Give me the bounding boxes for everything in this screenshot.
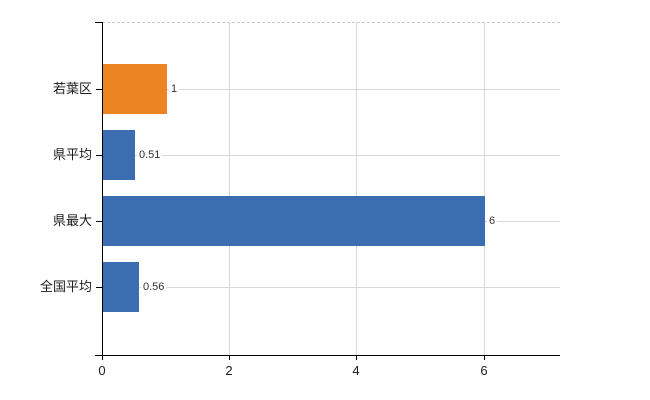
vertical-gridline bbox=[229, 22, 230, 355]
category-label: 全国平均 bbox=[39, 279, 92, 294]
row-gridline bbox=[103, 287, 560, 288]
vertical-gridline bbox=[484, 22, 485, 355]
x-tick-label: 0 bbox=[98, 363, 106, 378]
category-tick bbox=[96, 89, 102, 90]
bar-2 bbox=[103, 130, 135, 180]
x-tick bbox=[356, 355, 357, 360]
category-tick bbox=[96, 221, 102, 222]
x-tick-label: 2 bbox=[225, 363, 233, 378]
bar-value-label: 0.56 bbox=[141, 280, 167, 294]
vertical-gridline bbox=[356, 22, 357, 355]
category-label: 県最大 bbox=[52, 213, 92, 228]
bar-1 bbox=[103, 64, 167, 114]
y-axis-top-tick bbox=[95, 22, 102, 23]
bar-value-label: 0.51 bbox=[137, 148, 163, 162]
plot-top-border bbox=[102, 22, 560, 23]
bar-value-label: 1 bbox=[169, 82, 180, 96]
x-tick bbox=[229, 355, 230, 360]
category-tick bbox=[96, 155, 102, 156]
x-tick bbox=[102, 355, 103, 360]
bar-value-label: 6 bbox=[487, 214, 498, 228]
x-axis bbox=[95, 355, 560, 356]
category-label: 県平均 bbox=[52, 147, 92, 162]
y-axis bbox=[102, 22, 103, 355]
x-tick-label: 4 bbox=[352, 363, 360, 378]
bar-3 bbox=[103, 196, 485, 246]
bar-4 bbox=[103, 262, 139, 312]
x-tick-label: 6 bbox=[480, 363, 488, 378]
category-label: 若葉区 bbox=[52, 81, 92, 96]
x-tick bbox=[484, 355, 485, 360]
category-tick bbox=[96, 287, 102, 288]
row-gridline bbox=[103, 89, 560, 90]
row-gridline bbox=[103, 155, 560, 156]
